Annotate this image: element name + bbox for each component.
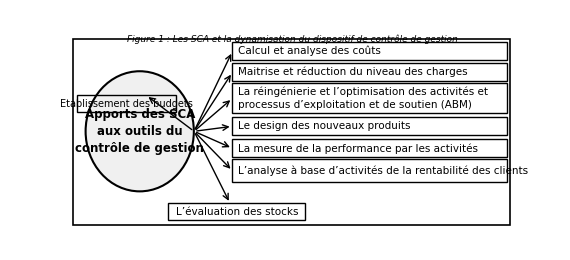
Text: Maitrise et réduction du niveau des charges: Maitrise et réduction du niveau des char… xyxy=(238,67,467,77)
Text: Figure 1 : Les SCA et la dynamisation du dispositif de contrôle de gestion: Figure 1 : Les SCA et la dynamisation du… xyxy=(127,34,458,44)
Text: Etablissement des budgets: Etablissement des budgets xyxy=(60,99,193,109)
Text: Le design des nouveaux produits: Le design des nouveaux produits xyxy=(238,121,410,131)
Ellipse shape xyxy=(86,71,194,191)
Text: Calcul et analyse des coûts: Calcul et analyse des coûts xyxy=(238,46,381,56)
Text: L’analyse à base d’activités de la rentabilité des clients: L’analyse à base d’activités de la renta… xyxy=(238,166,528,176)
Text: L’évaluation des stocks: L’évaluation des stocks xyxy=(176,207,298,217)
Text: La réingénierie et l’optimisation des activités et
processus d’exploitation et d: La réingénierie et l’optimisation des ac… xyxy=(238,87,488,110)
Text: Apports des SCA
aux outils du
contrôle de gestion: Apports des SCA aux outils du contrôle d… xyxy=(75,108,204,155)
Text: La mesure de la performance par les activités: La mesure de la performance par les acti… xyxy=(238,143,478,154)
